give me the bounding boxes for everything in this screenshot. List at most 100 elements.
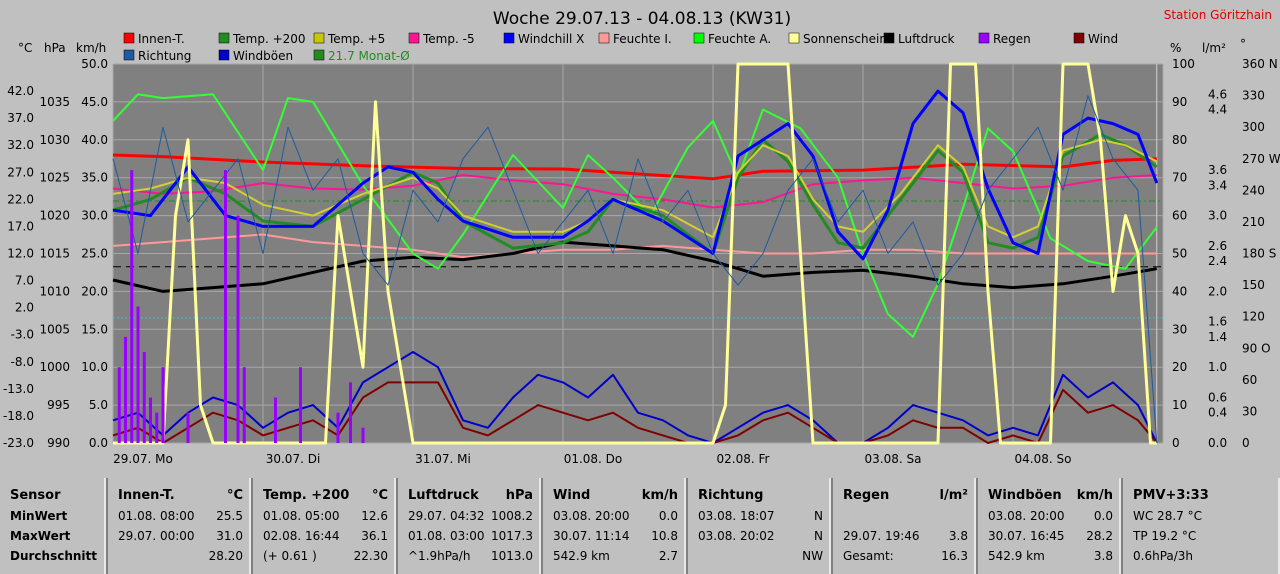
series-line-temp-200 bbox=[112, 132, 1158, 255]
legend-swatch bbox=[218, 32, 230, 44]
stats-label: MinWert bbox=[10, 509, 68, 523]
stats-label: Regen bbox=[843, 488, 890, 503]
tick-label-rain: 2.4 bbox=[1208, 254, 1227, 268]
tick-label-degree: 240 bbox=[1242, 183, 1265, 197]
stats-value: 25.5 bbox=[216, 509, 243, 523]
stats-label: Temp. +200 bbox=[263, 488, 350, 503]
stats-value: 28.2 bbox=[1086, 529, 1113, 543]
panel-separator bbox=[541, 478, 543, 574]
legend-label: Temp. -5 bbox=[422, 32, 475, 46]
station-label: Station Göritzhain bbox=[1164, 8, 1272, 22]
stats-header: PMV+3:33 bbox=[1133, 488, 1272, 504]
tick-label-degree: 300 bbox=[1242, 120, 1265, 134]
stats-row: 03.08. 20:00 0.0 bbox=[553, 508, 678, 524]
panel-separator bbox=[1121, 478, 1123, 574]
tick-label-hpa: 1000 bbox=[39, 360, 70, 374]
tick-label-rain: 3.0 bbox=[1208, 209, 1227, 223]
legend-swatch bbox=[503, 32, 515, 44]
tick-label-celsius: 12.0 bbox=[7, 247, 34, 261]
tick-label-degree: 150 bbox=[1242, 278, 1265, 292]
legend-label: Regen bbox=[993, 32, 1031, 46]
panel-separator bbox=[251, 478, 253, 574]
tick-label-kmh: 0.0 bbox=[89, 436, 108, 450]
tick-label-degree: 360 N bbox=[1242, 57, 1278, 71]
stats-label: Wind bbox=[553, 488, 591, 503]
stats-value: 10.8 bbox=[651, 529, 678, 543]
stats-row: MaxWert bbox=[10, 528, 98, 544]
x-tick-label: 03.08. Sa bbox=[865, 452, 922, 466]
tick-label-celsius: -3.0 bbox=[11, 328, 34, 342]
legend-label: Sonnenschein bbox=[803, 32, 887, 46]
stats-value: °C bbox=[226, 488, 243, 503]
stats-row: 01.08. 05:00 12.6 bbox=[263, 508, 388, 524]
stats-value: km/h bbox=[641, 488, 678, 503]
tick-label-degree: 120 bbox=[1242, 310, 1265, 324]
rain-bar bbox=[161, 367, 165, 443]
panel-separator bbox=[396, 478, 398, 574]
stats-row: WC 28.7 °C bbox=[1133, 508, 1272, 524]
stats-row: 02.08. 16:44 36.1 bbox=[263, 528, 388, 544]
stats-value: 1008.2 bbox=[491, 509, 533, 523]
tick-label-celsius: 7.0 bbox=[15, 274, 34, 288]
stats-row: 542.9 km 3.8 bbox=[988, 548, 1113, 564]
legend-swatch bbox=[313, 49, 325, 61]
panel-separator bbox=[106, 478, 108, 574]
tick-label-percent: 30 bbox=[1172, 322, 1187, 336]
tick-label-kmh: 40.0 bbox=[81, 133, 108, 147]
chart-title: Woche 29.07.13 - 04.08.13 (KW31) bbox=[493, 9, 791, 29]
stats-row: 03.08. 20:00 0.0 bbox=[988, 508, 1113, 524]
tick-label-hpa: 1030 bbox=[39, 133, 70, 147]
stats-label: Richtung bbox=[698, 488, 764, 503]
legend-swatch bbox=[693, 32, 705, 44]
tick-label-kmh: 45.0 bbox=[81, 95, 108, 109]
stats-row: Durchschnitt bbox=[10, 548, 98, 564]
stats-value: 36.1 bbox=[361, 529, 388, 543]
legend-label: Feuchte I. bbox=[613, 32, 672, 46]
rain-bar bbox=[142, 352, 146, 443]
tick-label-celsius: 22.0 bbox=[7, 192, 34, 206]
tick-label-rain: 4.6 bbox=[1208, 87, 1227, 101]
legend-swatch bbox=[408, 32, 420, 44]
stats-row: 01.08. 08:00 25.5 bbox=[118, 508, 243, 524]
stats-label: Durchschnitt bbox=[10, 549, 98, 563]
stats-label: 03.08. 20:00 bbox=[553, 509, 630, 523]
stats-panel: Luftdruck hPa 29.07. 04:32 1008.2 01.08. 03:… bbox=[398, 478, 541, 574]
rain-bar bbox=[117, 367, 121, 443]
stats-row: (+ 0.61 ) 22.30 bbox=[263, 548, 388, 564]
legend-swatch bbox=[883, 32, 895, 44]
legend-label: 21.7 Monat-Ø bbox=[328, 49, 410, 63]
rain-bar bbox=[224, 170, 227, 443]
weather-chart: Woche 29.07.13 - 04.08.13 (KW31) Station … bbox=[2, 8, 1280, 466]
stats-header: Windböen km/h bbox=[988, 488, 1113, 504]
stats-label: Windböen bbox=[988, 488, 1062, 503]
tick-label-rain: 2.6 bbox=[1208, 239, 1227, 253]
rain-bar bbox=[299, 367, 302, 443]
axis-unit-rain: l/m² bbox=[1202, 41, 1226, 55]
tick-label-rain: 3.6 bbox=[1208, 163, 1227, 177]
legend-swatch bbox=[978, 32, 990, 44]
x-tick-label: 01.08. Do bbox=[564, 452, 623, 466]
tick-label-rain: 3.4 bbox=[1208, 178, 1227, 192]
tick-label-percent: 80 bbox=[1172, 133, 1187, 147]
series-line-wind bbox=[112, 381, 1158, 444]
legend-label: Wind bbox=[1088, 32, 1118, 46]
stats-label: 03.08. 20:02 bbox=[698, 529, 775, 543]
stats-value: 22.30 bbox=[353, 549, 388, 563]
stats-label: PMV+3:33 bbox=[1133, 488, 1209, 503]
tick-label-celsius: 37.0 bbox=[7, 111, 34, 125]
stats-value: 2.7 bbox=[658, 549, 678, 563]
rain-bar bbox=[130, 170, 134, 443]
x-tick-label: 30.07. Di bbox=[266, 452, 321, 466]
legend-swatch bbox=[123, 32, 135, 44]
legend-swatch bbox=[1073, 32, 1085, 44]
x-tick-label: 04.08. So bbox=[1015, 452, 1072, 466]
legend-label: Windböen bbox=[233, 49, 293, 63]
stats-row: 0.6hPa/3h bbox=[1133, 548, 1272, 564]
legend-label: Temp. +200 bbox=[232, 32, 306, 46]
stats-value: °C bbox=[371, 488, 388, 503]
weather-chart-svg: Woche 29.07.13 - 04.08.13 (KW31) Station … bbox=[3, 8, 1280, 466]
stats-value: 1017.3 bbox=[491, 529, 533, 543]
tick-label-kmh: 15.0 bbox=[81, 322, 108, 336]
stats-value: hPa bbox=[505, 488, 533, 503]
tick-label-degree: 30 bbox=[1242, 404, 1257, 418]
